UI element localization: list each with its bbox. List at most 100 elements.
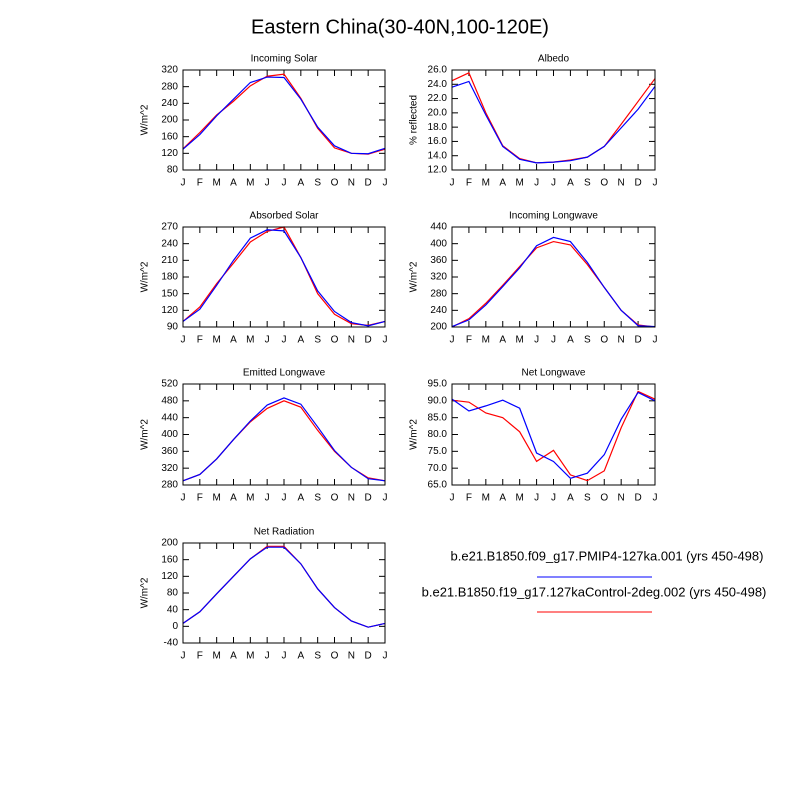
x-tick-label: M [482, 335, 490, 346]
x-tick-label: D [365, 493, 372, 504]
y-tick-label: 80 [167, 165, 179, 176]
x-tick-label: M [515, 335, 523, 346]
y-tick-label: 85.0 [428, 412, 448, 423]
y-tick-label: 20.0 [428, 107, 448, 118]
x-tick-label: M [482, 493, 490, 504]
y-tick-label: 75.0 [428, 446, 448, 457]
x-tick-label: A [567, 335, 574, 346]
panel-title: Net Longwave [522, 368, 586, 379]
x-tick-label: S [584, 493, 591, 504]
x-tick-label: J [450, 178, 455, 189]
legend-label: b.e21.B1850.f19_g17.127kaControl-2deg.00… [422, 584, 767, 599]
y-tick-label: 22.0 [428, 93, 448, 104]
y-tick-label: 80.0 [428, 429, 448, 440]
x-tick-label: A [297, 651, 304, 662]
x-tick-label: S [314, 178, 321, 189]
plot-frame [182, 383, 386, 486]
x-tick-label: O [331, 335, 339, 346]
series-line [182, 546, 386, 628]
series-line [451, 391, 656, 479]
x-tick-label: J [551, 335, 556, 346]
plot-frame [182, 226, 386, 328]
x-tick-label: J [265, 335, 270, 346]
plot-frame [182, 542, 386, 644]
series-line [182, 76, 386, 155]
x-tick-label: N [348, 178, 355, 189]
x-tick-label: S [314, 335, 321, 346]
x-tick-label: O [600, 335, 608, 346]
y-tick-label: 280 [161, 480, 178, 491]
x-tick-label: D [634, 335, 641, 346]
x-tick-label: M [212, 178, 220, 189]
x-tick-label: N [348, 335, 355, 346]
x-tick-label: S [314, 493, 321, 504]
plot-frame [451, 69, 656, 171]
y-tick-label: 320 [161, 463, 178, 474]
panel-title: Net Radiation [254, 527, 315, 538]
x-tick-label: J [265, 178, 270, 189]
y-tick-label: 120 [161, 305, 178, 316]
y-tick-label: 16.0 [428, 136, 448, 147]
plot-frame [451, 226, 656, 328]
y-tick-label: 240 [430, 305, 447, 316]
x-tick-label: A [499, 178, 506, 189]
x-tick-label: O [600, 178, 608, 189]
x-tick-label: M [212, 335, 220, 346]
x-tick-label: A [297, 178, 304, 189]
series-line [182, 229, 386, 327]
series-line [451, 80, 656, 164]
x-tick-label: J [383, 493, 388, 504]
y-tick-label: 0 [172, 621, 178, 632]
x-tick-label: J [534, 178, 539, 189]
x-tick-label: A [499, 335, 506, 346]
x-tick-label: A [230, 335, 237, 346]
y-tick-label: 120 [161, 571, 178, 582]
y-tick-label: 160 [161, 131, 178, 142]
x-tick-label: M [482, 178, 490, 189]
x-tick-label: M [515, 493, 523, 504]
x-tick-label: O [331, 178, 339, 189]
y-tick-label: 150 [161, 288, 178, 299]
y-tick-label: 240 [161, 238, 178, 249]
x-tick-label: A [567, 493, 574, 504]
x-tick-label: J [551, 178, 556, 189]
x-tick-label: D [365, 178, 372, 189]
x-tick-label: A [230, 651, 237, 662]
x-tick-label: A [297, 493, 304, 504]
legend-label: b.e21.B1850.f09_g17.PMIP4-127ka.001 (yrs… [451, 548, 764, 563]
x-tick-label: J [653, 178, 658, 189]
y-tick-label: 320 [430, 272, 447, 283]
x-tick-label: M [246, 178, 254, 189]
x-tick-label: M [246, 335, 254, 346]
y-tick-label: 80 [167, 588, 179, 599]
x-tick-label: N [618, 178, 625, 189]
panel-title: Albedo [538, 54, 570, 65]
series-line [182, 397, 386, 482]
x-tick-label: O [331, 493, 339, 504]
y-tick-label: 95.0 [428, 379, 448, 390]
x-tick-label: D [634, 178, 641, 189]
y-tick-label: 70.0 [428, 463, 448, 474]
x-tick-label: M [246, 651, 254, 662]
y-tick-label: 400 [430, 238, 447, 249]
x-tick-label: J [265, 651, 270, 662]
y-tick-label: -40 [164, 638, 179, 649]
x-tick-label: M [212, 493, 220, 504]
y-tick-label: 440 [430, 222, 447, 233]
x-tick-label: F [197, 178, 203, 189]
y-tick-label: 520 [161, 379, 178, 390]
x-tick-label: J [534, 493, 539, 504]
y-tick-label: 26.0 [428, 65, 448, 76]
x-tick-label: F [466, 178, 472, 189]
x-tick-label: F [197, 651, 203, 662]
y-tick-label: 200 [161, 115, 178, 126]
x-tick-label: F [197, 335, 203, 346]
y-tick-label: 210 [161, 255, 178, 266]
x-tick-label: J [653, 335, 658, 346]
x-tick-label: O [331, 651, 339, 662]
x-tick-label: J [282, 651, 287, 662]
y-axis-label: W/m^2 [409, 419, 420, 450]
x-tick-label: A [230, 493, 237, 504]
x-tick-label: M [515, 178, 523, 189]
